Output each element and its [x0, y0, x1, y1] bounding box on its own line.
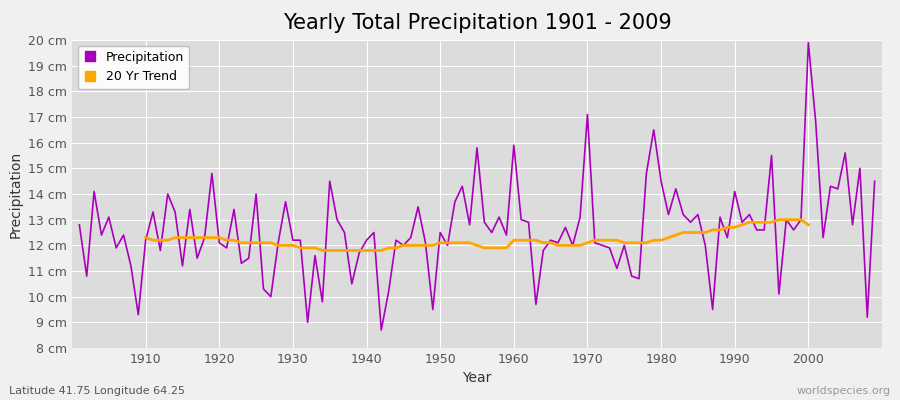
Y-axis label: Precipitation: Precipitation	[9, 150, 22, 238]
20 Yr Trend	[317, 248, 328, 253]
Precipitation	[803, 40, 814, 45]
Line: 20 Yr Trend: 20 Yr Trend	[146, 220, 808, 250]
20 Yr Trend	[295, 246, 306, 250]
Precipitation	[508, 143, 519, 148]
20 Yr Trend	[310, 246, 320, 250]
Precipitation	[74, 222, 85, 227]
Title: Yearly Total Precipitation 1901 - 2009: Yearly Total Precipitation 1901 - 2009	[283, 13, 671, 33]
Line: Precipitation: Precipitation	[79, 42, 875, 330]
20 Yr Trend	[773, 217, 784, 222]
20 Yr Trend	[803, 222, 814, 227]
20 Yr Trend	[796, 217, 806, 222]
20 Yr Trend	[530, 238, 541, 242]
Precipitation	[869, 179, 880, 184]
20 Yr Trend	[707, 228, 718, 232]
Precipitation	[295, 238, 306, 242]
X-axis label: Year: Year	[463, 372, 491, 386]
Legend: Precipitation, 20 Yr Trend: Precipitation, 20 Yr Trend	[78, 46, 189, 88]
Text: Latitude 41.75 Longitude 64.25: Latitude 41.75 Longitude 64.25	[9, 386, 185, 396]
Precipitation	[339, 230, 350, 235]
Precipitation	[133, 312, 144, 317]
Precipitation	[376, 328, 387, 332]
20 Yr Trend	[140, 235, 151, 240]
Precipitation	[604, 246, 615, 250]
20 Yr Trend	[221, 238, 232, 242]
Text: worldspecies.org: worldspecies.org	[796, 386, 891, 396]
Precipitation	[516, 217, 526, 222]
